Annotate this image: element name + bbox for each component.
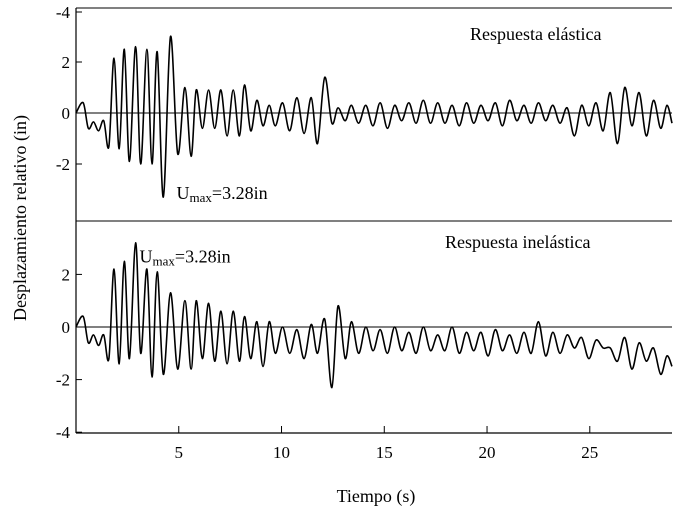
panel-1-series-line	[75, 241, 673, 389]
xtick-label-3: 20	[479, 443, 496, 462]
panel-0-ytick-label-1: 2	[62, 53, 71, 72]
panel-0-ytick-label-3: -2	[56, 155, 70, 174]
series-layer	[75, 35, 673, 389]
bottom-umax-u: U	[140, 247, 153, 267]
bottom-panel-title: Respuesta inelástica	[445, 232, 590, 252]
panel-0-ytick-label-2: 0	[62, 104, 71, 123]
top-umax-sub: max	[190, 190, 213, 205]
top-umax-u: U	[177, 183, 190, 203]
bottom-umax-sub: max	[153, 254, 176, 269]
bottom-umax-annotation: Umax=3.28in	[140, 247, 231, 269]
bottom-umax-value: =3.28in	[175, 247, 231, 267]
panel-1-ytick-label-1: 0	[62, 318, 71, 337]
y-axis-title: Desplazamiento relativo (in)	[10, 115, 31, 321]
panel-0-series-line	[75, 35, 673, 198]
xtick-label-2: 15	[376, 443, 393, 462]
tick-layer: -420-220-2-45 10 15 20 25	[56, 3, 598, 462]
xtick-label-1: 10	[273, 443, 290, 462]
top-panel-title: Respuesta elástica	[470, 24, 601, 44]
top-umax-value: =3.28in	[212, 183, 268, 203]
panel-1-ytick-label-3: -4	[56, 423, 71, 442]
panel-0-ytick-label-0: -4	[56, 3, 71, 22]
panel-1-ytick-label-2: -2	[56, 371, 70, 390]
x-axis-title: Tiempo (s)	[337, 486, 416, 507]
top-umax-annotation: Umax=3.28in	[177, 183, 268, 205]
axes	[75, 7, 672, 434]
panel-1-ytick-label-0: 2	[62, 265, 71, 284]
xtick-label-4: 25	[581, 443, 598, 462]
xtick-label-0: 5	[175, 443, 184, 462]
